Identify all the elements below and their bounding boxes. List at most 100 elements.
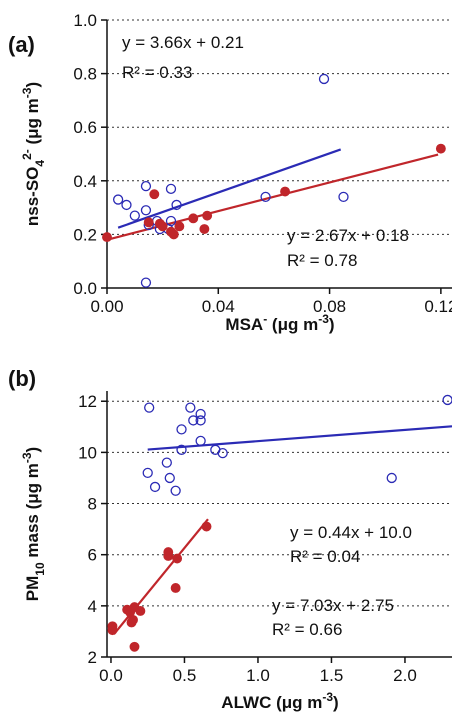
annotation: y = 2.67x + 0.18	[287, 226, 409, 245]
point	[129, 641, 140, 652]
x-axis-title: ALWC (μg m-3)	[221, 690, 338, 712]
point	[149, 481, 161, 493]
point	[176, 424, 187, 435]
point	[149, 189, 160, 200]
label-part: 10	[33, 562, 47, 576]
y-tick-label: 0.8	[73, 65, 97, 84]
point	[199, 224, 210, 234]
point	[143, 217, 154, 228]
point	[435, 143, 446, 154]
x-tick-label: 0.08	[313, 297, 346, 316]
point	[164, 472, 175, 484]
label-part: )	[329, 315, 335, 334]
point	[170, 582, 181, 593]
x-axis-title: MSA- (μg m-3)	[225, 312, 334, 334]
point	[201, 521, 212, 532]
label-part: -3	[318, 312, 329, 326]
y-tick-label: 0.6	[73, 118, 97, 137]
point	[171, 199, 182, 211]
y-tick-label: 2	[88, 648, 97, 667]
panel: 0.0 0.2 0.4 0.6 0.8 1.0 0.00 0.04 0.08 0.12 (a) MSA…	[8, 11, 452, 334]
point	[217, 448, 228, 459]
point	[318, 73, 330, 85]
y-tick-label: 1.0	[73, 11, 97, 30]
fit-line	[117, 148, 342, 229]
point	[140, 277, 152, 288]
point	[442, 394, 452, 406]
label-part: -	[263, 312, 267, 326]
x-tick-label: 0.0	[99, 666, 123, 685]
point	[188, 415, 199, 426]
fit-line	[147, 425, 452, 451]
point	[144, 402, 155, 413]
annotation: y = 3.66x + 0.21	[122, 33, 244, 52]
point	[135, 606, 146, 616]
point	[107, 625, 118, 636]
label-part: (μg m	[23, 98, 42, 149]
point	[165, 183, 177, 194]
point	[140, 181, 152, 192]
point	[165, 215, 177, 227]
label-part: 2-	[20, 149, 34, 160]
x-tick-label: 0.00	[90, 297, 123, 316]
annotation: R² = 0.66	[272, 620, 342, 639]
label-part: )	[23, 447, 42, 453]
annotation: y = 7.03x + 2.75	[272, 596, 394, 615]
x-tick-label: 2.0	[393, 666, 417, 685]
label-part: -3	[20, 452, 34, 463]
x-tick-label: 1.0	[246, 666, 270, 685]
point	[195, 415, 206, 426]
point	[172, 553, 183, 564]
label-part: ALWC (μg m	[221, 693, 322, 712]
annotation: R² = 0.04	[290, 547, 360, 566]
y-axis-title: PM10 mass (μg m-3)	[20, 447, 47, 601]
point	[140, 205, 152, 216]
annotation: R² = 0.78	[287, 251, 357, 270]
point	[202, 210, 213, 221]
point	[176, 444, 187, 455]
label-part: 4	[33, 160, 47, 167]
x-tick-label: 0.04	[202, 297, 235, 316]
point	[112, 194, 124, 205]
label-part: )	[23, 82, 42, 88]
label-part: PM	[23, 576, 42, 602]
point	[188, 213, 199, 224]
x-tick-label: 0.5	[173, 666, 197, 685]
y-tick-label: 6	[88, 546, 97, 565]
label-part: -3	[20, 87, 34, 98]
plot-area	[102, 73, 446, 288]
point	[170, 485, 181, 496]
annotation: R² = 0.33	[122, 63, 192, 82]
point	[260, 191, 271, 203]
point	[185, 402, 196, 413]
point	[163, 551, 174, 561]
point	[386, 472, 397, 484]
label-part: (μg m	[267, 315, 318, 334]
point	[121, 199, 132, 211]
point	[338, 191, 349, 203]
fit-line	[113, 518, 209, 635]
x-tick-label: 1.5	[320, 666, 344, 685]
annotation: y = 0.44x + 10.0	[290, 523, 412, 542]
point	[161, 457, 172, 468]
label-part: nss-SO	[23, 167, 42, 227]
point	[129, 210, 140, 221]
point	[142, 467, 153, 478]
point	[280, 186, 291, 197]
label-part: mass (μg m	[23, 463, 42, 562]
point	[102, 232, 112, 243]
point	[128, 614, 138, 625]
plot-area	[107, 394, 452, 652]
y-tick-label: 4	[88, 597, 97, 616]
point	[195, 435, 206, 447]
point	[174, 221, 185, 232]
point	[195, 408, 206, 420]
panel-label: (a)	[8, 32, 35, 57]
panel-label: (b)	[8, 366, 36, 391]
label-part: MSA	[225, 315, 263, 334]
label-part: )	[333, 693, 339, 712]
y-tick-label: 12	[78, 392, 97, 411]
y-tick-label: 0.0	[73, 279, 97, 298]
